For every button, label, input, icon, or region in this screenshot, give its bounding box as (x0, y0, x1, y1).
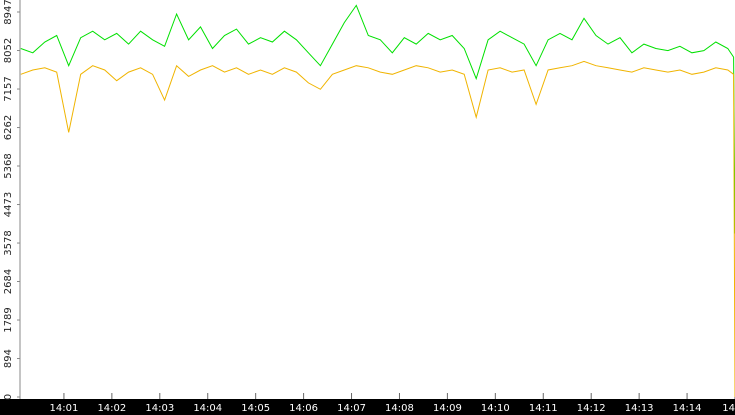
y-tick-label: 2684 (3, 269, 14, 294)
x-tick-label: 14:04 (193, 403, 222, 414)
x-tick-label: 14:10 (481, 403, 510, 414)
x-tick-label: 14:03 (145, 403, 174, 414)
series-line (20, 60, 735, 398)
y-tick-label: 3578 (3, 230, 14, 255)
x-tick-label: 14:14 (673, 403, 702, 414)
x-tick-label: 14:01 (50, 403, 79, 414)
x-axis-bar (0, 399, 735, 415)
x-tick-label: 14:08 (385, 403, 414, 414)
y-tick-label: 8052 (3, 38, 14, 63)
y-tick-label: 5368 (3, 153, 14, 178)
x-tick-label: 14:13 (625, 403, 654, 414)
y-tick-label: 6262 (3, 115, 14, 140)
y-tick-label: 894 (3, 349, 14, 368)
series-line (20, 4, 735, 234)
x-tick-label: 14 (722, 403, 735, 414)
x-tick-label: 14:07 (337, 403, 366, 414)
y-tick-label: 4473 (3, 192, 14, 217)
x-tick-label: 14:05 (241, 403, 270, 414)
y-tick-label: 0 (3, 394, 14, 400)
y-tick-label: 8947 (3, 0, 14, 25)
x-tick-label: 14:11 (529, 403, 558, 414)
y-tick-label: 7157 (3, 76, 14, 101)
y-tick-label: 1789 (3, 307, 14, 332)
x-tick-label: 14:02 (97, 403, 126, 414)
x-tick-label: 14:09 (433, 403, 462, 414)
x-tick-label: 14:06 (289, 403, 318, 414)
x-tick-label: 14:12 (577, 403, 606, 414)
